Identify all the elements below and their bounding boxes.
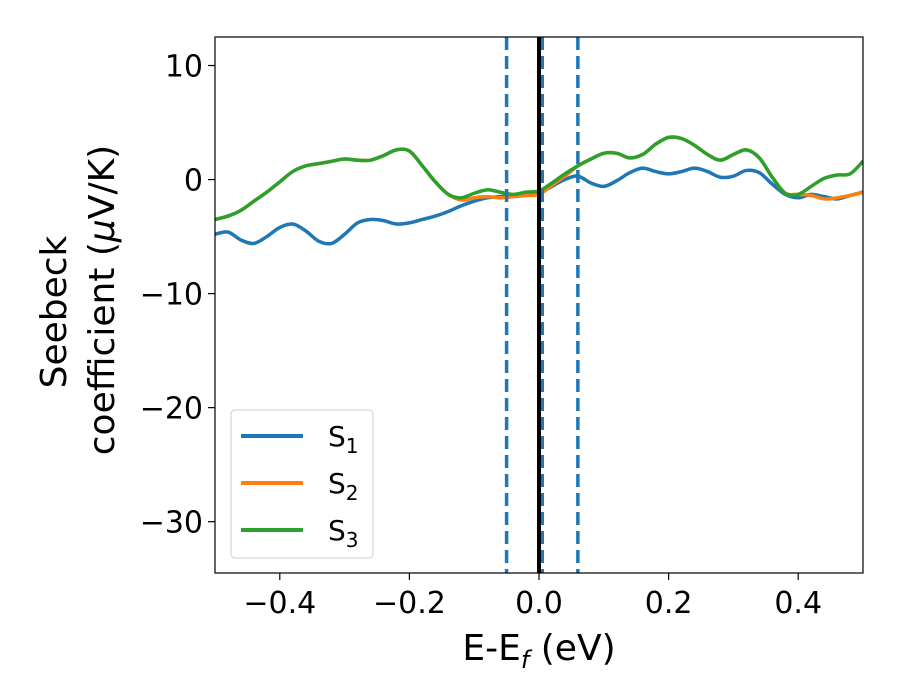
legend-label-s1-name: S [328, 420, 346, 453]
x-tick-label: 0.2 [645, 586, 693, 621]
x-axis-label-main: E-E [462, 628, 520, 669]
y-tick-label: −30 [140, 506, 203, 541]
y-tick-label: 10 [165, 50, 203, 85]
legend-label-s3-sub: 3 [346, 528, 359, 552]
legend-label-s3-name: S [328, 514, 346, 547]
y-tick-label: 0 [184, 164, 203, 199]
x-tick-label: −0.2 [373, 586, 446, 621]
x-tick-label: 0.4 [774, 586, 822, 621]
x-tick-label: 0.0 [515, 586, 563, 621]
x-axis-label-unit: (eV) [529, 628, 615, 669]
legend-label-s3: S3 [328, 514, 359, 552]
legend-label-s1-sub: 1 [346, 434, 359, 458]
legend-label-s2: S2 [328, 467, 359, 505]
y-axis-label-line1: Seebeck [34, 235, 75, 388]
legend: S1 S2 S3 [230, 409, 374, 559]
y-tick-label: −20 [140, 392, 203, 427]
y-axis-label: Seebeck coefficient (μV/K) [34, 145, 123, 455]
x-axis-label: E-Ef (eV) [462, 628, 615, 674]
legend-label-s2-sub: 2 [346, 481, 359, 505]
x-ticks: −0.4 −0.2 0.0 0.2 0.4 [243, 573, 822, 621]
x-tick-label: −0.4 [243, 586, 316, 621]
y-axis-label-line2-prefix: coefficient ( [82, 242, 123, 455]
vline-layer [504, 37, 580, 573]
y-axis-label-line2: coefficient (μV/K) [82, 145, 123, 455]
legend-label-s1: S1 [328, 420, 359, 458]
y-axis-label-mu: μ [82, 219, 123, 243]
y-ticks: 10 0 −10 −20 −30 [140, 50, 215, 541]
legend-label-s2-name: S [328, 467, 346, 500]
y-tick-label: −10 [140, 278, 203, 313]
y-axis-label-line2-suffix: V/K) [82, 145, 123, 219]
